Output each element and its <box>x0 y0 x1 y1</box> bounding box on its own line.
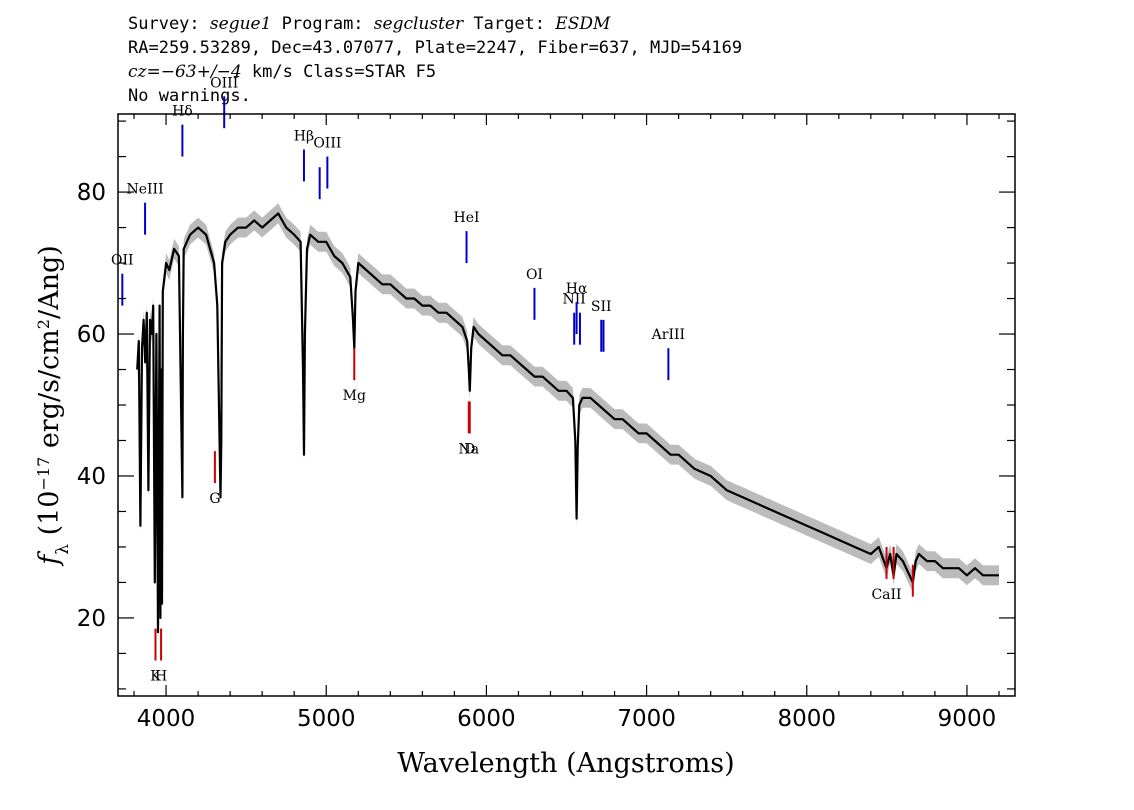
absorption-line-label: K <box>150 669 161 685</box>
header-line-4: No warnings. <box>128 86 251 106</box>
emission-line-label: OI <box>526 267 543 283</box>
emission-line-label: SII <box>591 299 612 315</box>
y-tick-label: 40 <box>77 464 106 490</box>
absorption-line-label: CaII <box>871 587 901 603</box>
spectrum-header: Survey: segue1 Program: segcluster Targe… <box>128 12 742 108</box>
axes: 4000 5000 6000 7000 8000 9000 20 40 60 80 <box>77 113 1016 732</box>
x-tick-label: 4000 <box>137 706 196 732</box>
absorption-line-label: H <box>155 669 167 685</box>
x-tick-label: 7000 <box>617 706 676 732</box>
program-value: segcluster <box>373 14 464 34</box>
x-tick-label: 8000 <box>777 706 836 732</box>
emission-line-label: NII <box>563 292 586 308</box>
flux-error-band <box>137 203 999 643</box>
x-tick-label: 5000 <box>297 706 356 732</box>
survey-value: segue1 <box>209 14 272 34</box>
y-tick-label: 80 <box>77 180 106 206</box>
y-axis-label: fλ (10−17 erg/s/cm2/Ang) <box>34 245 74 567</box>
flux-line <box>136 212 999 634</box>
emission-line-label: Hα <box>566 281 588 297</box>
absorption-line-label: G <box>209 491 220 507</box>
error-band <box>137 203 999 643</box>
absorption-line-label: Mg <box>343 388 366 404</box>
cz-value: =−63+/−4 <box>146 62 242 82</box>
header-line-2: RA=259.53289, Dec=43.07077, Plate=2247, … <box>128 38 743 58</box>
emission-line-label: ArIII <box>651 327 685 343</box>
flux-series <box>136 212 999 634</box>
emission-line-label: NeIII <box>126 182 163 198</box>
header-line-3: cz=−63+/−4 km/s Class=STAR F5 <box>128 62 437 82</box>
x-tick-label: 9000 <box>938 706 997 732</box>
target-value: ESDM <box>555 14 611 34</box>
x-tick-label: 6000 <box>457 706 516 732</box>
x-axis-label: Wavelength (Angstroms) <box>397 748 734 779</box>
emission-line-label: HeI <box>454 210 480 226</box>
emission-line-label: Hδ <box>172 104 193 120</box>
emission-line-label: Hβ <box>294 128 314 144</box>
absorption-line-label: D <box>464 441 475 457</box>
emission-line-label: OIII <box>313 136 341 152</box>
plot-frame <box>117 113 1016 697</box>
header-line-1: Survey: segue1 Program: segcluster Targe… <box>128 14 611 34</box>
absorption-line-label: Na <box>458 441 479 457</box>
emission-line-label: OIII <box>210 75 238 91</box>
y-tick-label: 60 <box>77 322 106 348</box>
emission-line-label: OII <box>111 253 134 269</box>
y-axis-title: fλ (10−17 erg/s/cm2/Ang) <box>34 245 74 567</box>
y-tick-label: 20 <box>77 606 106 632</box>
